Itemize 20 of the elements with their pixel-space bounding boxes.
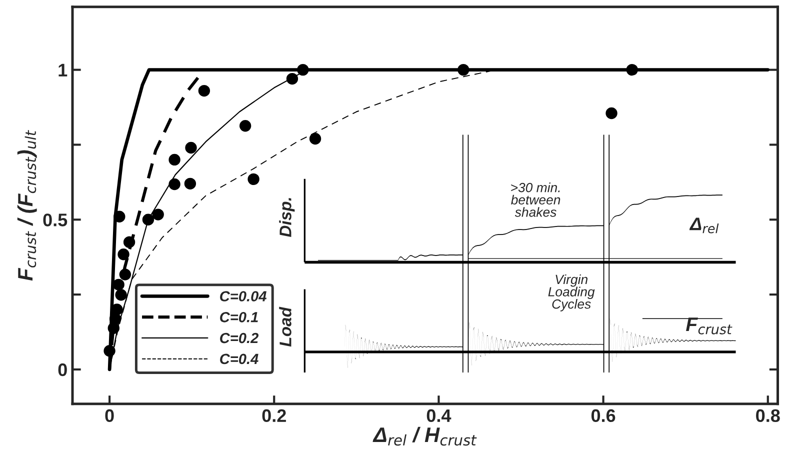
legend-label: C=0.1 <box>220 312 258 322</box>
x-tick-label: 0 <box>105 409 114 422</box>
annotation: >30 min. between shakes <box>511 182 560 217</box>
legend-label: C=0.2 <box>220 332 259 344</box>
y-tick-label: 0.5 <box>43 214 68 226</box>
annotation: Virgin Loading Cycles <box>548 274 595 312</box>
annotation: Δ$_{rel}$ <box>689 218 719 234</box>
x-tick-label: 0.6 <box>591 409 616 422</box>
y-tick-label: 0 <box>58 363 67 376</box>
legend-label: C=0.4 <box>220 354 258 364</box>
x-tick-label: 0.8 <box>756 409 780 422</box>
x-axis-title: Δ$_{rel}$ / H$_{crust}$ <box>372 426 477 446</box>
annotation: F$_{crust}$ <box>686 318 732 334</box>
y-axis-title: F$_{crust}$ / (F$_{crust}$)$_{ult}$ <box>17 130 37 281</box>
annotation: Disp. <box>279 198 295 237</box>
y-tick-label: 1 <box>58 64 68 76</box>
annotation: Load <box>279 306 292 347</box>
x-tick-label: 0.2 <box>262 409 286 422</box>
legend-label: C=0.04 <box>220 291 267 302</box>
x-tick-label: 0.4 <box>426 409 452 422</box>
